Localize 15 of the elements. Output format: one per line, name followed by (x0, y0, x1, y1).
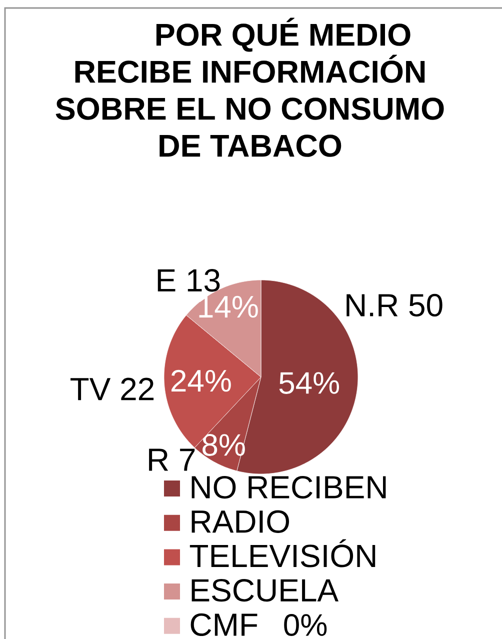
legend-label: NO RECIBEN (192, 476, 386, 499)
data-label: 54% (279, 372, 340, 394)
text: E 13 (158, 269, 220, 292)
text: TV 22 (70, 378, 154, 400)
data-label: 8% (202, 434, 245, 456)
text: R 7 (149, 448, 195, 471)
legend-label: TELEVISIÓN (190, 539, 376, 568)
chart-title: POR QUÉ MEDIO RECIBE INFORMACIÓN SOBRE EL NO CONSUMO DE TABACO (56, 18, 444, 157)
text: N.R 50 (346, 294, 442, 317)
text: 0% (284, 614, 327, 636)
legend-label: CMF (190, 613, 258, 636)
data-label: 24% (172, 370, 231, 392)
data-label: 14% (199, 296, 258, 318)
legend-label: RADIO (192, 510, 289, 533)
legend-label: ESCUELA (192, 579, 339, 602)
